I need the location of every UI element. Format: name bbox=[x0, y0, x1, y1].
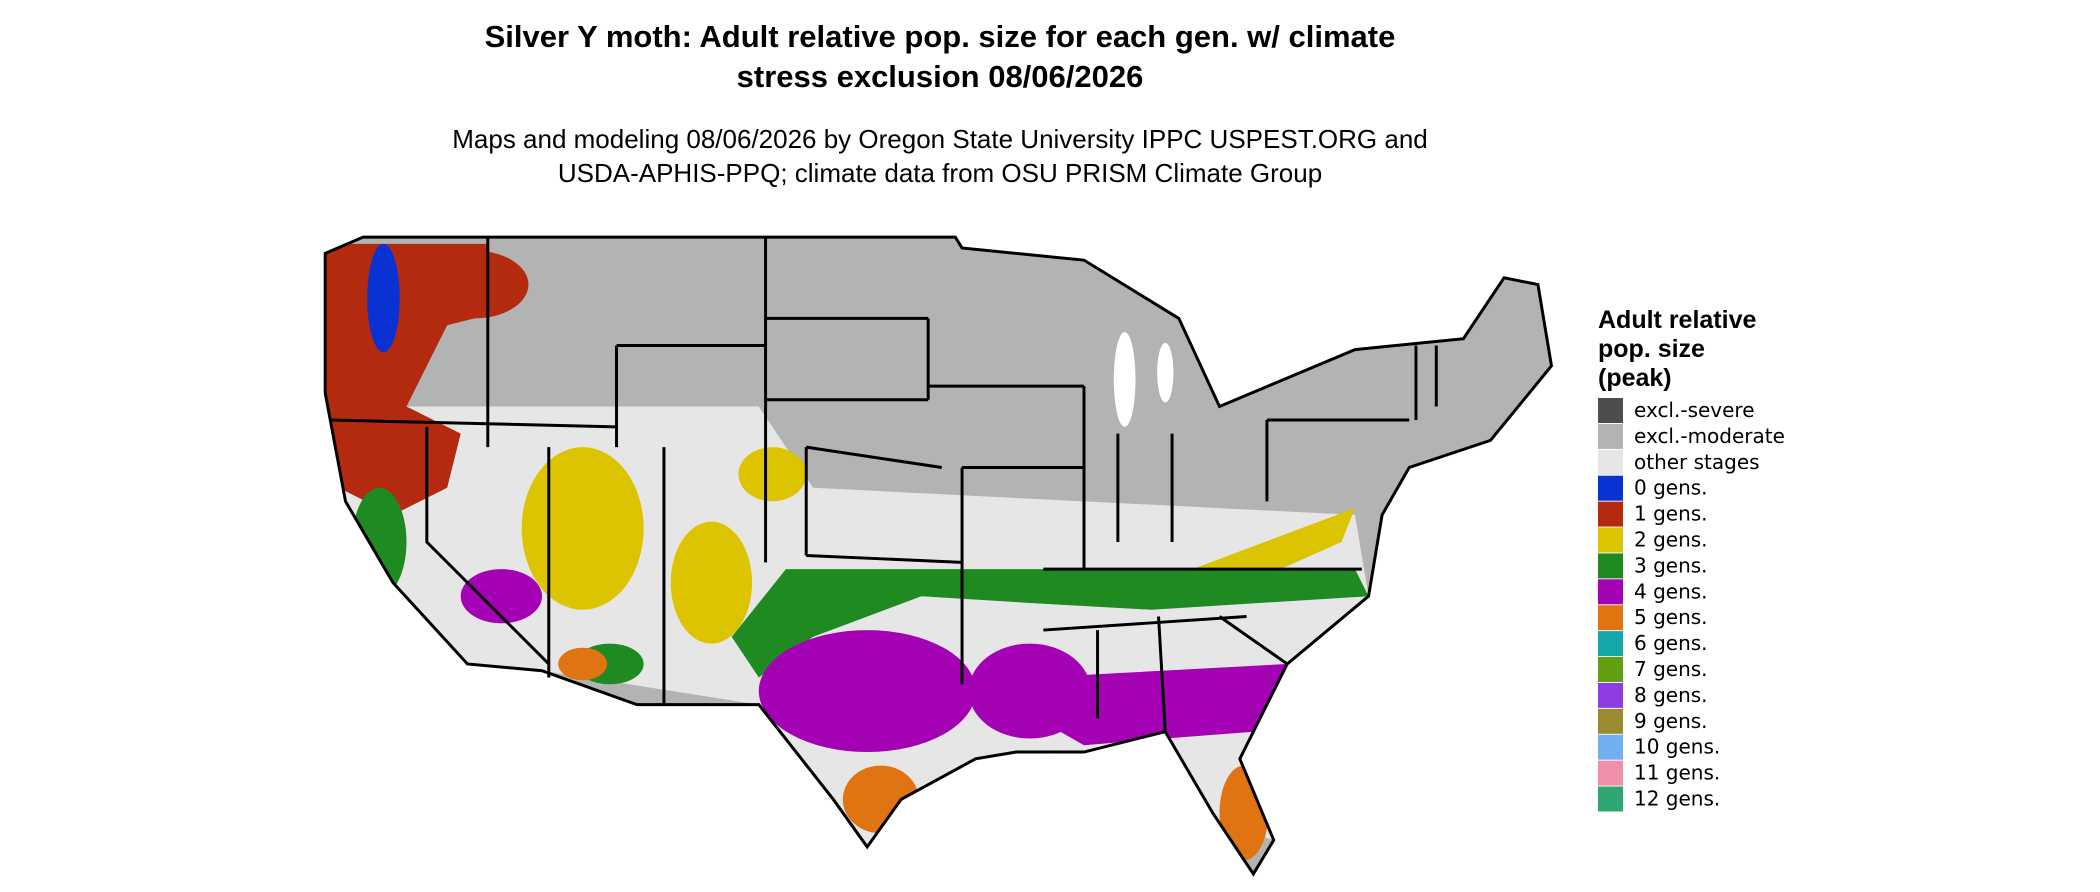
legend-swatch bbox=[1598, 708, 1623, 734]
map-region bbox=[352, 487, 407, 597]
map-region bbox=[460, 569, 542, 624]
legend-label: excl.-severe bbox=[1634, 398, 1755, 422]
state-borders bbox=[323, 235, 1554, 877]
legend-swatch bbox=[1598, 449, 1623, 475]
legend-swatch bbox=[1598, 605, 1623, 631]
subtitle-line: Maps and modeling 08/06/2026 by Oregon S… bbox=[452, 124, 1428, 154]
legend-label: 4 gens. bbox=[1634, 579, 1708, 603]
legend-label: 5 gens. bbox=[1634, 605, 1708, 629]
us-map bbox=[323, 235, 1554, 877]
map-region bbox=[420, 250, 529, 319]
legend-swatch bbox=[1598, 475, 1623, 501]
legend-swatch bbox=[1598, 682, 1623, 708]
legend-title: pop. size bbox=[1598, 335, 1705, 363]
map-region bbox=[731, 569, 1369, 678]
legend-swatch bbox=[1598, 398, 1623, 423]
title-line: stress exclusion 08/06/2026 bbox=[737, 59, 1144, 94]
legend-swatch bbox=[1598, 501, 1623, 527]
legend-swatch bbox=[1598, 553, 1623, 579]
legend-label: 2 gens. bbox=[1634, 528, 1708, 552]
map-region bbox=[738, 447, 807, 502]
legend-swatch bbox=[1598, 527, 1623, 553]
legend-label: 7 gens. bbox=[1634, 657, 1708, 681]
legend-label: 8 gens. bbox=[1634, 683, 1708, 707]
legend-label: 9 gens. bbox=[1634, 709, 1708, 733]
legend-title: (peak) bbox=[1598, 364, 1672, 392]
map-region bbox=[758, 630, 976, 753]
legend-label: 11 gens. bbox=[1634, 761, 1720, 785]
legend-label: 3 gens. bbox=[1634, 553, 1708, 577]
legend-label: 0 gens. bbox=[1634, 476, 1708, 500]
map-region bbox=[558, 647, 608, 681]
legend-swatch bbox=[1598, 734, 1623, 760]
lake bbox=[1113, 331, 1136, 427]
map-region bbox=[367, 243, 400, 353]
legend-swatch bbox=[1598, 579, 1623, 605]
map-region bbox=[670, 521, 753, 644]
map-fill bbox=[325, 237, 1552, 874]
map-region bbox=[1036, 663, 1288, 746]
title-line: Silver Y moth: Adult relative pop. size … bbox=[485, 19, 1396, 54]
legend-label: excl.-moderate bbox=[1634, 424, 1785, 448]
map-region bbox=[521, 447, 644, 610]
legend-swatch bbox=[1598, 423, 1623, 449]
lake bbox=[1157, 342, 1174, 403]
map-region bbox=[842, 765, 919, 834]
legend-label: other stages bbox=[1634, 450, 1760, 474]
legend-label: 6 gens. bbox=[1634, 631, 1708, 655]
legend-label: 10 gens. bbox=[1634, 735, 1720, 759]
legend-title: Adult relative bbox=[1598, 306, 1756, 334]
legend-swatch bbox=[1598, 760, 1623, 786]
subtitle-line: USDA-APHIS-PPQ; climate data from OSU PR… bbox=[558, 158, 1322, 188]
legend-label: 12 gens. bbox=[1634, 787, 1720, 811]
legend-swatch bbox=[1598, 631, 1623, 657]
legend-swatch bbox=[1598, 786, 1623, 812]
legend-label: 1 gens. bbox=[1634, 502, 1708, 526]
legend-swatch bbox=[1598, 657, 1623, 682]
